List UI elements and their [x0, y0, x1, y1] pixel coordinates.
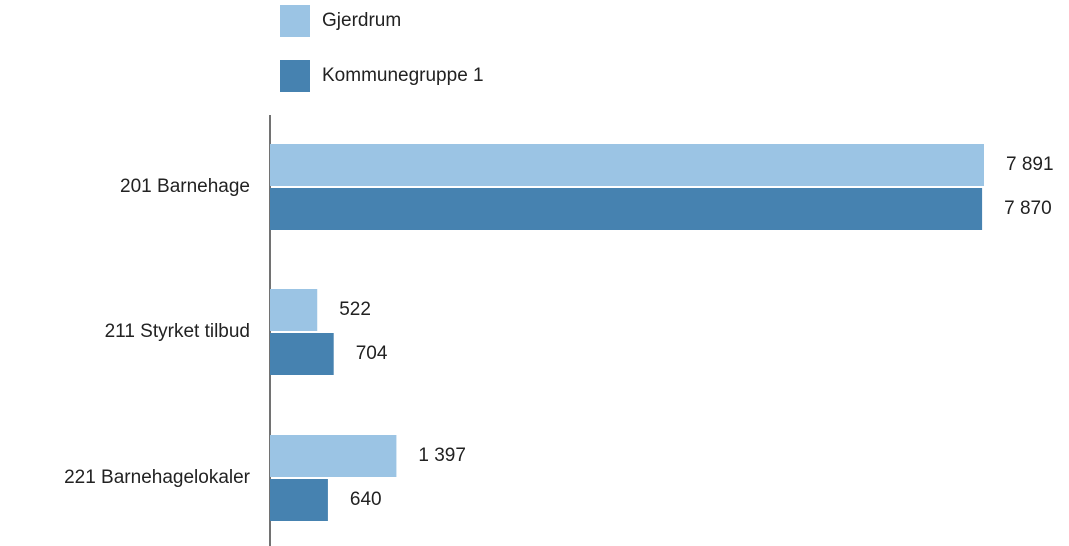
bar: [270, 289, 318, 331]
value-label: 640: [350, 489, 382, 510]
value-label: 7 870: [1004, 198, 1052, 219]
value-label: 7 891: [1006, 154, 1054, 175]
legend-label: Kommunegruppe 1: [322, 65, 484, 86]
category-label: 221 Barnehagelokaler: [64, 467, 251, 488]
value-label: 704: [356, 343, 388, 364]
value-label: 522: [339, 299, 371, 320]
bar: [270, 435, 397, 477]
legend-label: Gjerdrum: [322, 10, 401, 31]
bar: [270, 144, 984, 186]
bar: [270, 188, 983, 230]
category-label: 201 Barnehage: [120, 176, 250, 197]
category-label: 211 Styrket tilbud: [105, 321, 250, 342]
bar: [270, 479, 328, 521]
value-label: 1 397: [418, 445, 466, 466]
bar: [270, 333, 334, 375]
legend-swatch: [280, 60, 310, 92]
legend-swatch: [280, 5, 310, 37]
